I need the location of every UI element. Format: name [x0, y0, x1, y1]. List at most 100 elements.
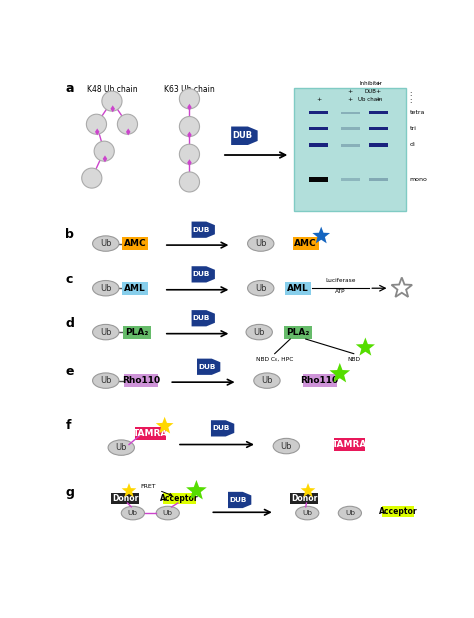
Polygon shape [156, 417, 173, 433]
Polygon shape [103, 155, 107, 163]
Text: Ub: Ub [100, 376, 111, 385]
Ellipse shape [92, 324, 119, 340]
Text: Donor: Donor [291, 494, 317, 503]
Ellipse shape [246, 324, 273, 340]
Text: Donor: Donor [112, 494, 138, 503]
Text: Ub: Ub [100, 328, 111, 337]
Circle shape [118, 114, 137, 134]
Text: DUB: DUB [365, 89, 376, 94]
Text: +: + [376, 97, 381, 102]
Text: Acceptor: Acceptor [379, 507, 417, 516]
Text: TAMRA: TAMRA [332, 440, 367, 449]
Text: c: c [65, 273, 73, 286]
FancyBboxPatch shape [369, 179, 388, 181]
FancyBboxPatch shape [310, 177, 328, 182]
Text: mono: mono [410, 177, 428, 182]
Circle shape [179, 89, 200, 109]
Text: f: f [65, 419, 71, 432]
Text: AMC: AMC [294, 239, 317, 248]
FancyBboxPatch shape [341, 111, 360, 114]
Text: e: e [65, 365, 74, 378]
FancyBboxPatch shape [341, 144, 360, 146]
Circle shape [102, 91, 122, 111]
Text: NBD: NBD [347, 357, 360, 362]
Polygon shape [187, 132, 191, 138]
Polygon shape [312, 227, 330, 243]
Text: Ub: Ub [163, 510, 173, 516]
Text: DUB: DUB [232, 131, 252, 140]
FancyBboxPatch shape [294, 88, 406, 211]
Ellipse shape [247, 236, 274, 252]
Circle shape [179, 117, 200, 137]
Text: Ub: Ub [281, 442, 292, 451]
Text: tetra: tetra [410, 110, 425, 115]
FancyBboxPatch shape [369, 127, 388, 130]
Polygon shape [211, 420, 234, 436]
FancyBboxPatch shape [122, 282, 148, 295]
FancyBboxPatch shape [163, 493, 196, 504]
Text: ATP: ATP [335, 289, 346, 294]
Polygon shape [187, 159, 191, 166]
FancyBboxPatch shape [382, 506, 414, 517]
Polygon shape [191, 222, 215, 238]
Text: AML: AML [287, 284, 309, 293]
Text: +: + [316, 97, 321, 102]
FancyBboxPatch shape [284, 326, 312, 339]
Text: +: + [376, 89, 381, 94]
FancyBboxPatch shape [122, 237, 148, 250]
Text: NBD C₆, HPC: NBD C₆, HPC [256, 357, 293, 362]
Text: DUB: DUB [212, 425, 229, 431]
FancyBboxPatch shape [369, 143, 388, 146]
Text: K63 Ub chain: K63 Ub chain [164, 85, 215, 94]
Ellipse shape [92, 373, 119, 388]
Ellipse shape [92, 236, 119, 252]
Text: Ub: Ub [255, 239, 266, 248]
Text: K48 Ub chain: K48 Ub chain [87, 85, 137, 94]
Polygon shape [329, 363, 350, 383]
FancyBboxPatch shape [302, 374, 337, 387]
Text: Rho110: Rho110 [122, 376, 161, 385]
Polygon shape [110, 105, 115, 112]
Text: +: + [376, 82, 381, 87]
Ellipse shape [156, 506, 179, 520]
Polygon shape [122, 483, 137, 497]
FancyBboxPatch shape [135, 427, 166, 440]
Text: TAMRA: TAMRA [133, 430, 168, 438]
FancyBboxPatch shape [310, 143, 328, 146]
Circle shape [179, 144, 200, 164]
Text: DUB: DUB [193, 315, 210, 321]
Text: Ub: Ub [116, 443, 127, 452]
FancyBboxPatch shape [369, 111, 388, 114]
Text: Ub: Ub [261, 376, 273, 385]
Circle shape [82, 168, 102, 188]
Text: DUB: DUB [193, 271, 210, 277]
Text: PLA₂: PLA₂ [125, 328, 148, 337]
FancyBboxPatch shape [124, 374, 158, 387]
FancyBboxPatch shape [285, 282, 311, 295]
Text: +: + [347, 97, 353, 102]
Text: a: a [65, 82, 74, 95]
FancyBboxPatch shape [310, 127, 328, 130]
Circle shape [94, 141, 114, 161]
Text: +: + [347, 89, 353, 94]
Text: Ub: Ub [255, 284, 266, 293]
FancyBboxPatch shape [123, 326, 151, 339]
Text: Rho110: Rho110 [301, 376, 339, 385]
Text: AMC: AMC [124, 239, 146, 248]
Text: tri: tri [410, 125, 417, 130]
Text: Luciferase: Luciferase [325, 278, 356, 283]
Text: Ub: Ub [254, 328, 265, 337]
Ellipse shape [296, 506, 319, 520]
Text: Ub chain: Ub chain [358, 97, 383, 102]
Text: Inhibitor: Inhibitor [359, 82, 382, 87]
Text: Acceptor: Acceptor [160, 494, 199, 503]
Ellipse shape [254, 373, 280, 388]
FancyBboxPatch shape [341, 127, 360, 130]
Text: Ub: Ub [345, 510, 355, 516]
Polygon shape [187, 104, 191, 111]
Text: :
:: : : [410, 91, 412, 104]
Polygon shape [95, 129, 100, 135]
Polygon shape [228, 492, 251, 508]
FancyBboxPatch shape [334, 438, 365, 451]
Text: DUB: DUB [198, 364, 216, 370]
